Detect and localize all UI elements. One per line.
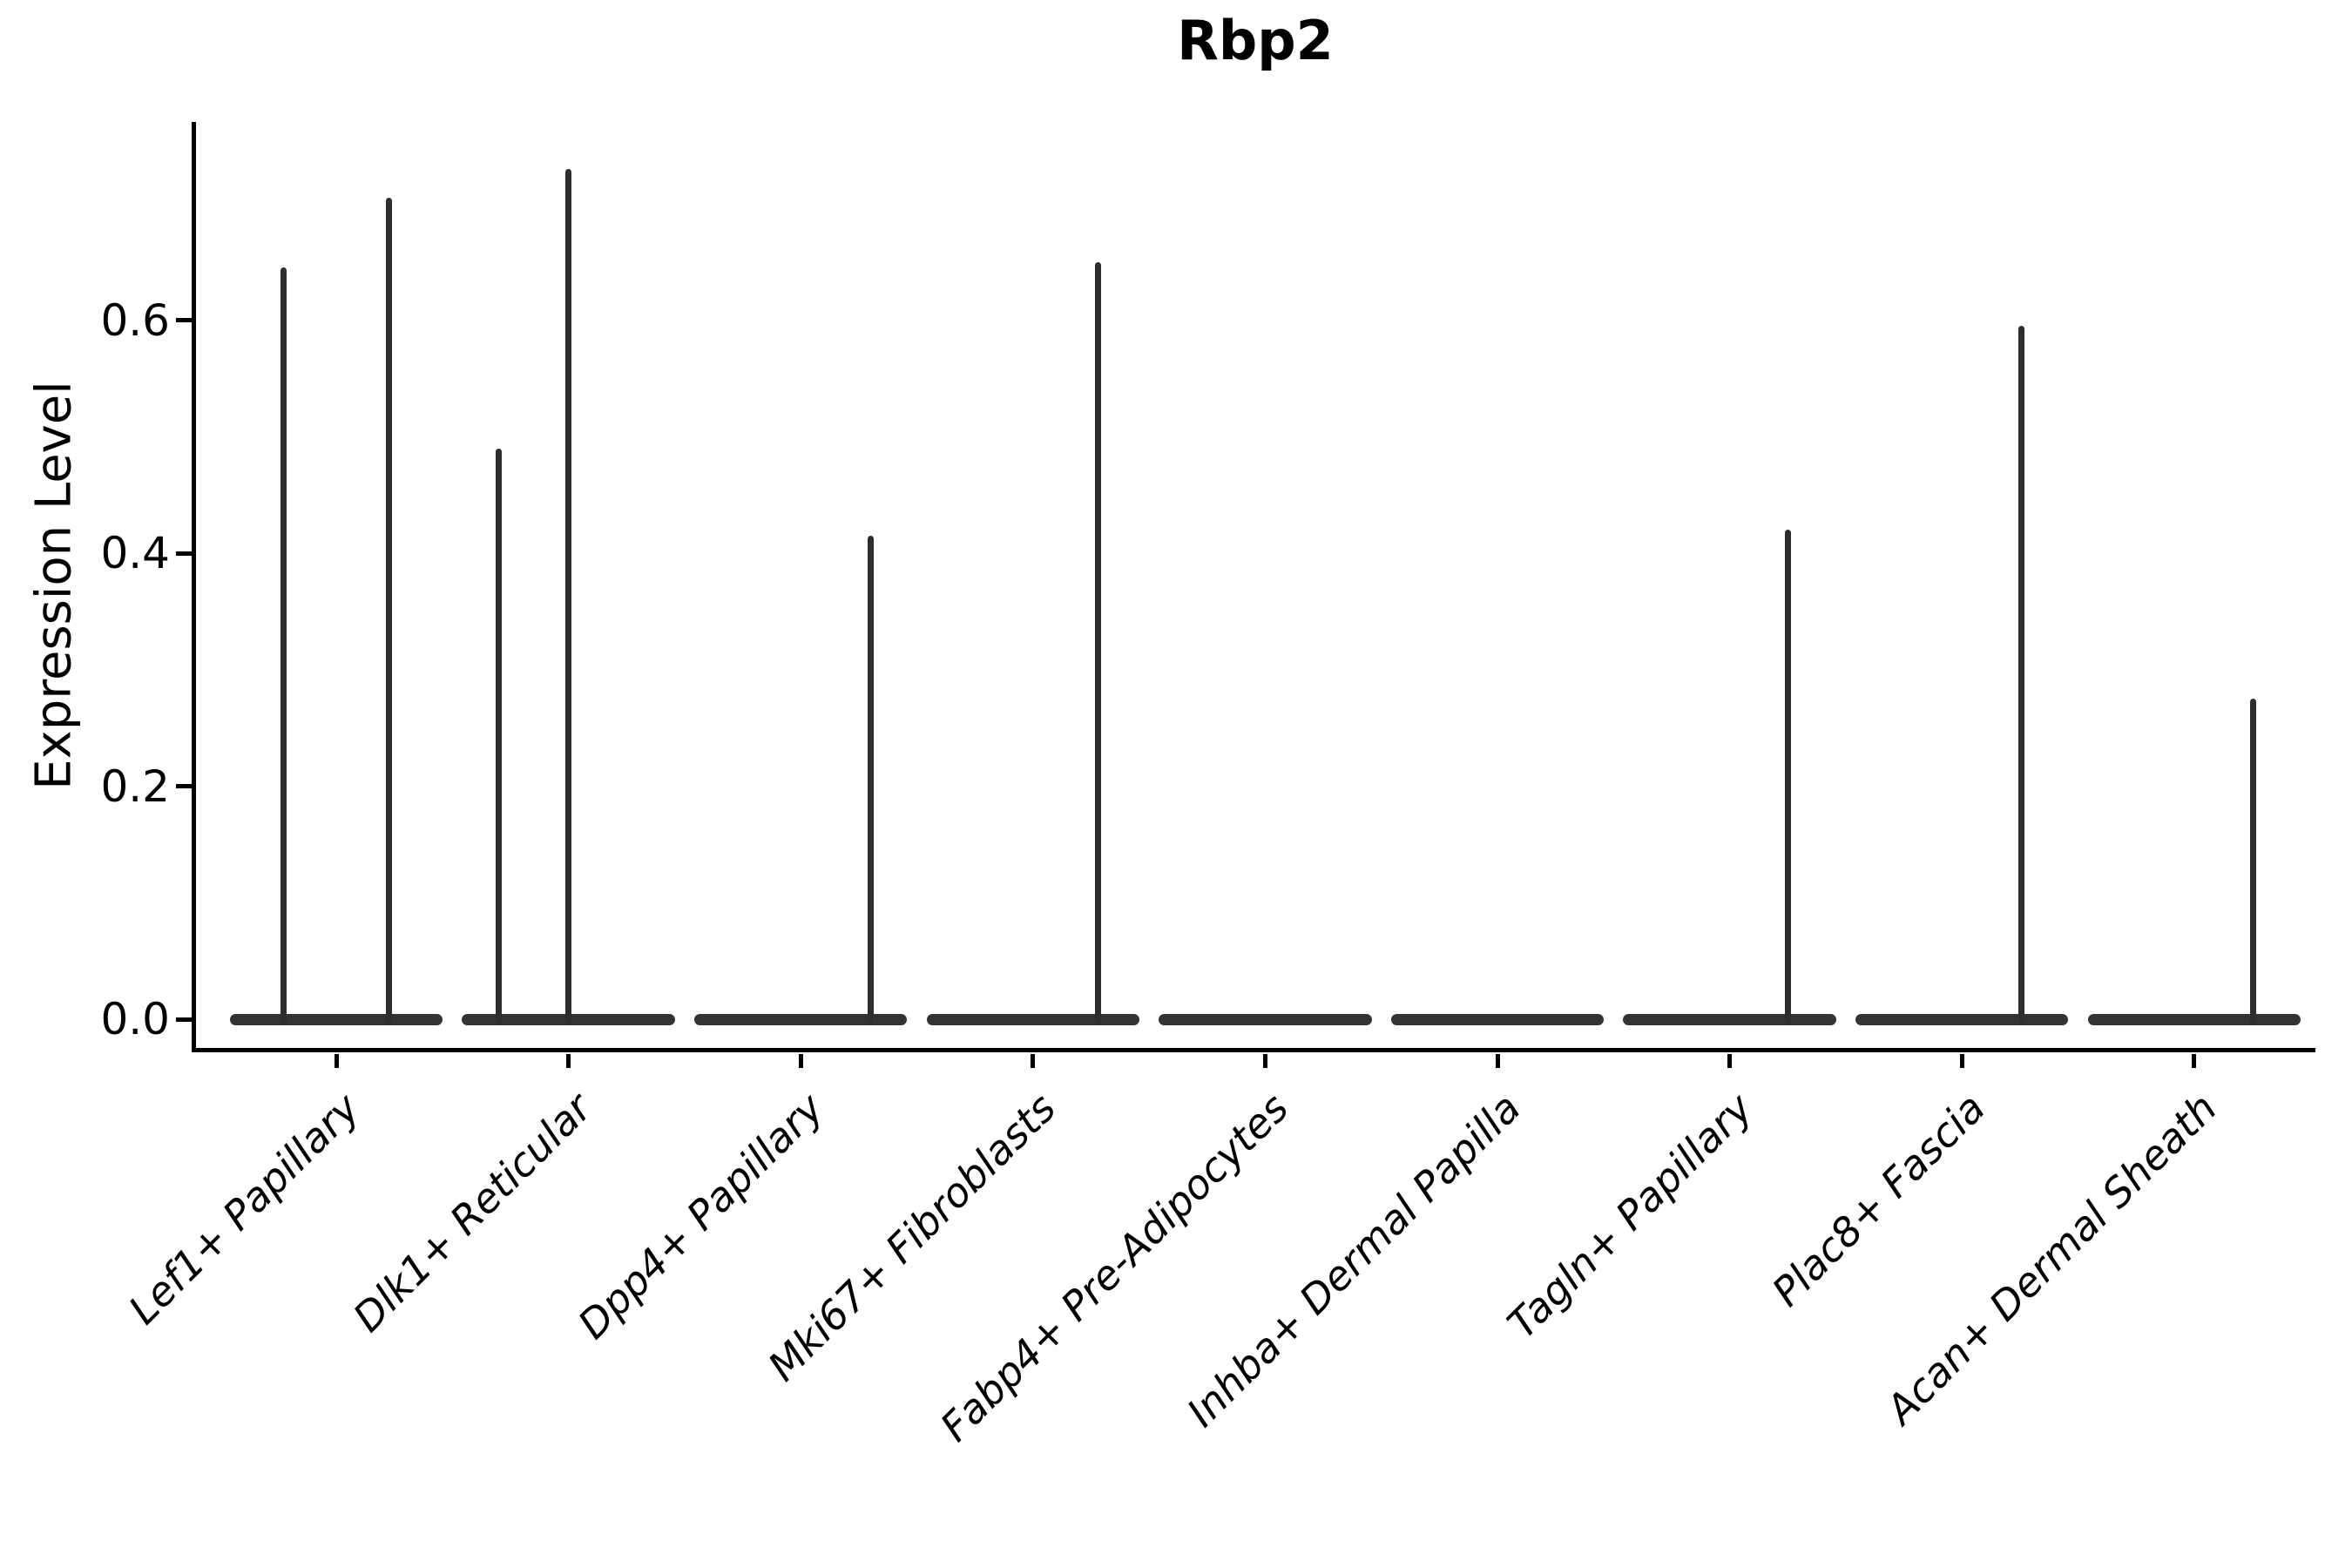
x-tick [1495,1054,1500,1068]
y-tick-label: 0.4 [100,528,170,578]
violin-spike [2017,326,2024,1024]
x-tick [334,1054,339,1068]
chart-title: Rbp2 [1177,9,1334,72]
y-tick-label: 0.6 [100,294,170,346]
violin-spike [2250,699,2257,1024]
x-tick-label: Tagln+ Papillary [1498,1084,1762,1348]
x-tick [1959,1054,1964,1068]
violin-spike [280,267,287,1024]
y-tick [176,318,192,322]
y-axis-spine [192,122,196,1052]
x-tick [2192,1054,2197,1068]
y-tick-label: 0.2 [100,760,170,812]
plot-area [176,122,2315,1068]
violin-spike [1095,261,1102,1024]
x-tick [566,1054,571,1068]
y-tick-label: 0.0 [100,994,170,1044]
violin-spike [496,448,502,1024]
violin-spike [385,198,392,1024]
violin-body [1390,1013,1605,1025]
violin-spike [1784,530,1791,1024]
x-tick [1262,1054,1267,1068]
violin-body [1855,1013,2069,1025]
x-tick [1031,1054,1036,1068]
violin-body [694,1013,908,1025]
violin-body [2087,1013,2301,1025]
x-tick-label: Lef1+ Papillary [118,1084,368,1334]
violin-spike [565,168,572,1024]
x-tick [1727,1054,1733,1068]
y-tick [176,784,192,788]
violin-body [1623,1013,1836,1025]
y-axis-label: Expression Level [25,381,83,790]
x-tick-label: Dpp4+ Papillary [569,1084,833,1348]
violin-body [1159,1013,1372,1025]
violin-body [229,1013,443,1025]
x-tick-label: Plac8+ Fascia [1762,1084,1994,1315]
violin-body [926,1013,1139,1025]
x-tick [798,1054,803,1068]
y-tick [176,1017,192,1022]
x-axis-spine [192,1048,2315,1052]
violin-spike [867,535,874,1024]
y-tick [176,551,192,556]
x-tick-label: Dlk1+ Reticular [343,1084,601,1342]
